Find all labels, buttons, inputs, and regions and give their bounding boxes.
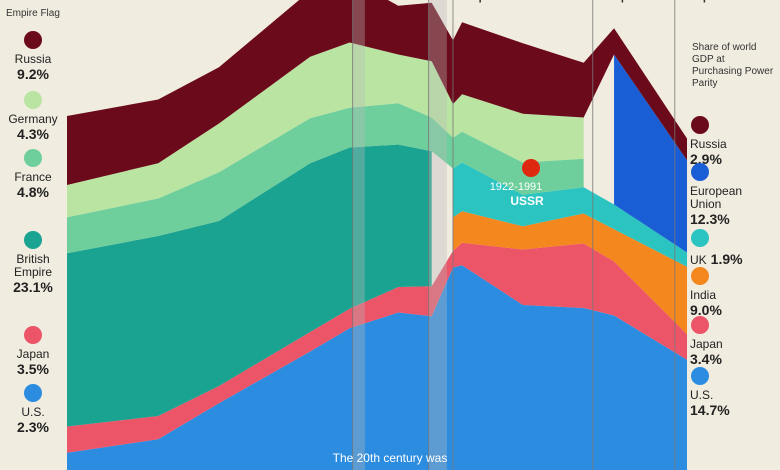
series-name: France — [14, 170, 52, 184]
area — [67, 0, 687, 185]
flag — [24, 149, 42, 167]
flag-dot — [24, 384, 42, 402]
war-span — [352, 0, 365, 470]
share: 1.9% — [710, 251, 743, 267]
area — [67, 144, 432, 427]
flag — [522, 159, 540, 177]
event-label: European Union — [596, 0, 681, 3]
event-label: Independence — [456, 0, 530, 3]
flag-dot — [691, 316, 709, 334]
flag — [691, 116, 709, 134]
event-label: European Union — [678, 0, 763, 3]
event-label: WWI — [356, 0, 380, 3]
flag — [24, 326, 42, 344]
share: 9.2% — [17, 66, 49, 82]
area — [67, 242, 687, 453]
side-label: France 4.8% — [2, 148, 64, 200]
side-label: UK 1.9% — [690, 228, 776, 267]
share: 9.0% — [690, 302, 722, 318]
flag — [24, 231, 42, 249]
flag — [691, 163, 709, 181]
side-label: U.S. 2.3% — [2, 383, 64, 435]
series-name: European Union — [690, 184, 743, 211]
caption: The 20th century was — [333, 451, 448, 465]
series-name: Russia — [14, 52, 52, 66]
share: 2.9% — [690, 151, 722, 167]
flag-dot — [691, 116, 709, 134]
side-label: British Empire 23.1% — [2, 230, 64, 295]
share: 23.1% — [13, 279, 53, 295]
area — [67, 42, 584, 218]
flag-dot — [24, 91, 42, 109]
area — [452, 211, 687, 335]
side-label: Russia 9.2% — [2, 30, 64, 82]
flag-dot — [24, 31, 42, 49]
series-name: Japan — [690, 337, 723, 351]
series-name: Japan — [16, 347, 50, 361]
flag — [24, 31, 42, 49]
side-label: European Union 12.3% — [690, 162, 776, 227]
series-name: Russia — [690, 137, 727, 151]
share: 2.3% — [17, 419, 49, 435]
side-label: U.S. 14.7% — [690, 366, 776, 418]
flag-dot — [24, 149, 42, 167]
series-name: Germany — [8, 112, 58, 126]
flag — [691, 229, 709, 247]
flag-dot — [691, 163, 709, 181]
area — [67, 103, 584, 254]
share: 14.7% — [690, 402, 730, 418]
flag-dot — [24, 231, 42, 249]
flag-dot — [691, 229, 709, 247]
flag-dot — [691, 267, 709, 285]
ussr-label: USSR — [510, 194, 544, 208]
side-label: India 9.0% — [690, 266, 776, 318]
area — [67, 265, 687, 470]
flag — [691, 316, 709, 334]
side-label: Japan 3.4% — [690, 315, 776, 367]
area — [614, 54, 687, 253]
series-name: India — [690, 288, 717, 302]
gdp-note: Share of world GDP at Purchasing Power P… — [692, 42, 774, 89]
war-span — [428, 0, 447, 470]
ussr-years: 1922-1991 — [490, 181, 543, 193]
flag-label: Empire Flag — [6, 8, 60, 19]
side-label: Japan 3.5% — [2, 325, 64, 377]
flag-dot — [691, 367, 709, 385]
event-label: WWII — [432, 0, 459, 3]
area — [452, 162, 687, 267]
share: 12.3% — [690, 211, 730, 227]
flag-dot — [24, 326, 42, 344]
series-name: British Empire — [13, 252, 52, 279]
share: 3.5% — [17, 361, 49, 377]
share: 3.4% — [690, 351, 722, 367]
flag — [24, 384, 42, 402]
share: 4.8% — [17, 184, 49, 200]
flag — [24, 91, 42, 109]
share: 4.3% — [17, 126, 49, 142]
flag — [691, 367, 709, 385]
flag — [691, 267, 709, 285]
side-label: Germany 4.3% — [2, 90, 64, 142]
series-name: U.S. — [21, 405, 45, 419]
series-name: U.S. — [690, 388, 714, 402]
series-name: UK — [690, 253, 707, 267]
side-label: Russia 2.9% — [690, 115, 776, 167]
